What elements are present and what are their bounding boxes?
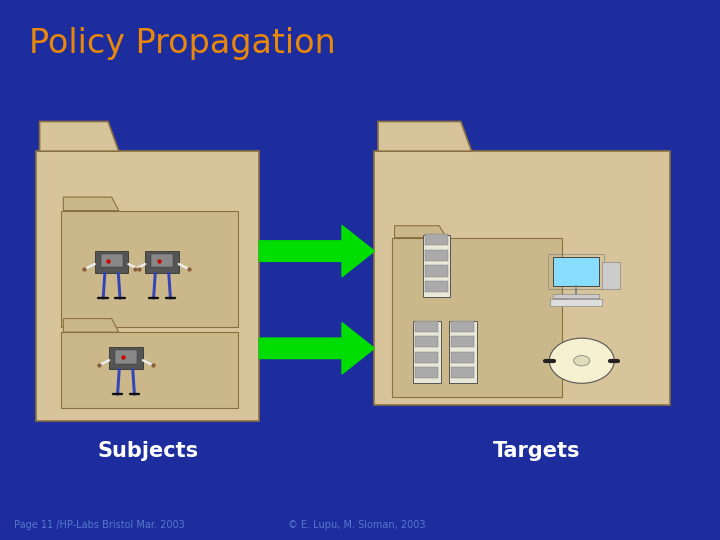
Bar xyxy=(602,262,620,289)
Bar xyxy=(451,336,474,347)
Bar xyxy=(451,321,474,332)
Bar xyxy=(425,266,448,276)
Bar xyxy=(423,235,450,297)
Bar xyxy=(415,336,438,347)
Bar xyxy=(36,151,259,421)
Bar xyxy=(115,350,137,363)
Polygon shape xyxy=(63,197,119,211)
Bar xyxy=(413,321,441,383)
Bar xyxy=(415,321,438,332)
Text: Targets: Targets xyxy=(492,441,580,461)
Polygon shape xyxy=(63,319,119,332)
Bar xyxy=(145,251,179,273)
Text: © E. Lupu, M. Sloman, 2003: © E. Lupu, M. Sloman, 2003 xyxy=(288,520,426,530)
Bar xyxy=(101,254,122,267)
Bar xyxy=(549,254,603,289)
Ellipse shape xyxy=(574,355,590,366)
FancyArrow shape xyxy=(259,322,374,374)
Polygon shape xyxy=(395,226,446,238)
Text: Policy Propagation: Policy Propagation xyxy=(29,27,336,60)
Bar xyxy=(151,254,173,267)
Bar xyxy=(451,367,474,379)
Bar xyxy=(425,250,448,261)
Bar xyxy=(415,352,438,363)
Bar xyxy=(425,234,448,246)
Polygon shape xyxy=(378,122,472,151)
Ellipse shape xyxy=(549,338,614,383)
Bar xyxy=(61,332,238,408)
Bar xyxy=(425,281,448,292)
Bar xyxy=(449,321,477,383)
Bar xyxy=(553,294,599,298)
Text: Subjects: Subjects xyxy=(97,441,198,461)
Bar xyxy=(392,238,562,397)
Bar xyxy=(451,352,474,363)
Bar xyxy=(95,251,128,273)
Bar xyxy=(109,347,143,369)
Polygon shape xyxy=(40,122,119,151)
Bar xyxy=(61,211,238,327)
Text: Page 11 /HP-Labs Bristol Mar. 2003: Page 11 /HP-Labs Bristol Mar. 2003 xyxy=(14,520,185,530)
Bar xyxy=(553,256,599,286)
FancyArrow shape xyxy=(259,226,374,276)
Bar xyxy=(550,299,602,306)
Bar xyxy=(374,151,670,405)
Bar xyxy=(415,367,438,379)
